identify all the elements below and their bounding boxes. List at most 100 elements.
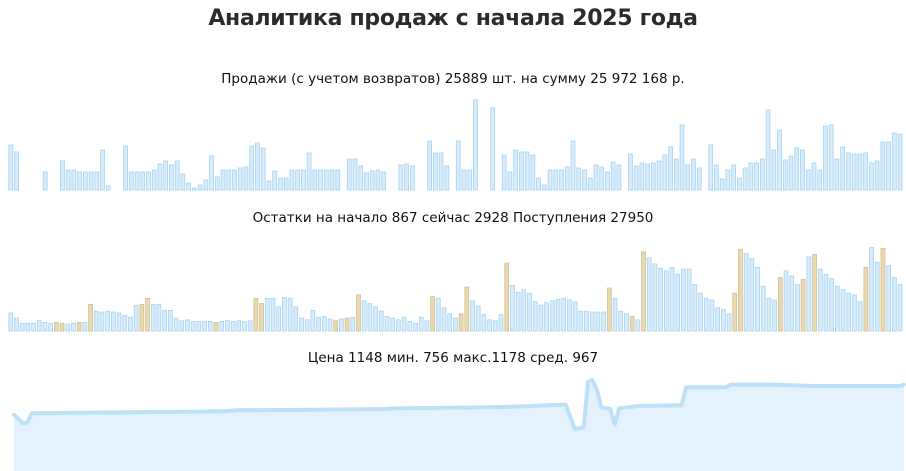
data-bar xyxy=(874,160,880,191)
data-bar xyxy=(765,109,771,191)
data-bar xyxy=(771,149,777,191)
data-bar xyxy=(587,177,593,191)
data-bar xyxy=(418,316,424,332)
data-bar xyxy=(299,317,304,332)
supply-bar xyxy=(777,277,783,332)
data-bar xyxy=(618,310,624,332)
data-bar xyxy=(128,316,133,332)
data-bar xyxy=(555,298,561,332)
data-bar xyxy=(490,107,496,191)
data-bar xyxy=(209,155,214,191)
data-bar xyxy=(48,322,54,332)
data-bar xyxy=(427,140,432,191)
data-bar xyxy=(369,170,375,191)
data-bar xyxy=(605,171,610,191)
data-bar xyxy=(31,322,36,332)
data-bar xyxy=(742,167,748,191)
data-bar xyxy=(510,285,515,332)
page-title: Аналитика продаж с начала 2025 года xyxy=(208,6,698,31)
data-bar xyxy=(364,172,369,191)
data-bar xyxy=(318,169,323,191)
data-bar xyxy=(413,322,418,332)
data-bar xyxy=(679,124,685,191)
data-bar xyxy=(846,152,851,191)
data-bar xyxy=(578,310,584,332)
data-bar xyxy=(225,320,230,332)
supply-bar xyxy=(145,297,150,332)
data-bar xyxy=(891,132,897,191)
data-bar xyxy=(709,299,715,332)
data-bar xyxy=(755,266,760,332)
data-bar xyxy=(346,158,352,191)
data-bar xyxy=(123,145,128,191)
data-bar xyxy=(230,321,236,332)
data-bar xyxy=(203,179,209,191)
data-bar xyxy=(633,165,639,191)
data-bar xyxy=(874,261,880,332)
data-bar xyxy=(278,177,283,191)
data-bar xyxy=(323,169,329,191)
data-bar xyxy=(547,169,553,191)
data-bar xyxy=(857,153,863,191)
data-bar xyxy=(536,177,541,191)
data-bar xyxy=(60,160,65,191)
data-bar xyxy=(25,322,31,332)
data-bar xyxy=(892,277,897,332)
data-bar xyxy=(293,306,299,332)
data-bar xyxy=(77,171,82,191)
data-bar xyxy=(553,169,559,191)
data-bar xyxy=(447,313,453,332)
data-bar xyxy=(283,177,289,191)
data-bar xyxy=(524,151,530,191)
data-bar xyxy=(100,149,105,191)
data-bar xyxy=(266,180,272,191)
data-bar xyxy=(249,145,255,191)
data-bar xyxy=(521,289,527,332)
data-bar xyxy=(857,301,863,332)
supply-bar xyxy=(88,303,93,332)
data-bar xyxy=(352,158,358,191)
data-bar xyxy=(698,292,703,332)
supply-bar xyxy=(732,292,738,332)
data-bar xyxy=(869,247,874,332)
data-bar xyxy=(783,270,789,332)
data-bar xyxy=(743,253,749,332)
data-bar xyxy=(610,161,616,191)
data-bar xyxy=(409,165,415,191)
data-bar xyxy=(151,169,157,191)
data-bar xyxy=(384,315,390,332)
data-bar xyxy=(498,314,504,332)
data-bar xyxy=(321,315,327,332)
data-bar xyxy=(128,171,134,191)
data-bar xyxy=(658,267,663,332)
data-bar xyxy=(169,164,174,191)
data-bar xyxy=(708,144,714,191)
data-bar xyxy=(567,299,572,332)
data-bar xyxy=(675,273,681,332)
data-bar xyxy=(612,297,618,332)
data-bar xyxy=(868,162,874,191)
data-bar xyxy=(185,319,190,332)
data-bar xyxy=(760,285,766,332)
data-bar xyxy=(65,323,71,332)
data-bar xyxy=(772,299,777,332)
data-bar xyxy=(593,164,599,191)
data-bar xyxy=(481,314,487,332)
data-bar xyxy=(441,307,447,332)
data-bar xyxy=(527,292,532,332)
data-bar xyxy=(532,301,538,332)
data-bar xyxy=(133,304,139,332)
data-bar xyxy=(561,297,567,332)
supply-bar xyxy=(213,322,219,332)
data-bar xyxy=(140,171,146,191)
data-bar xyxy=(703,297,709,332)
data-bar xyxy=(455,140,461,191)
data-bar xyxy=(219,321,225,332)
price-area-chart xyxy=(12,378,906,471)
data-bar xyxy=(467,169,473,191)
data-bar xyxy=(823,125,828,191)
supply-bar xyxy=(59,322,65,332)
data-bar xyxy=(435,297,441,332)
data-bar xyxy=(692,284,698,332)
data-bar xyxy=(432,152,438,191)
